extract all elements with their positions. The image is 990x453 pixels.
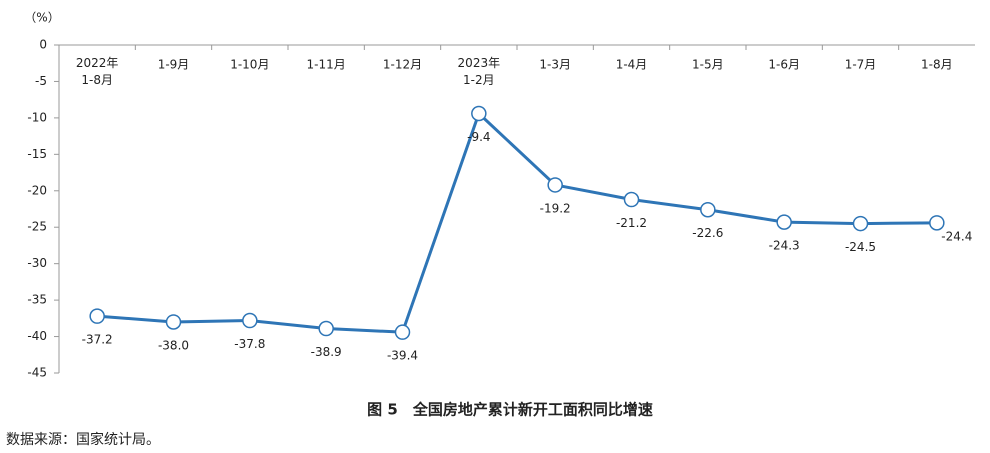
data-label: -24.4 xyxy=(941,229,972,243)
x-tick-label: 1-8月 xyxy=(921,58,953,72)
data-point xyxy=(165,314,182,330)
data-point xyxy=(700,201,716,218)
data-point xyxy=(394,324,411,340)
chart-title: 图 5 全国房地产累计新开工面积同比增速 xyxy=(367,401,653,419)
data-label: -38.9 xyxy=(311,345,342,359)
y-tick-label: -40 xyxy=(27,329,47,343)
data-label: -39.4 xyxy=(387,349,418,363)
data-point xyxy=(318,320,334,337)
x-tick-label: 1-3月 xyxy=(539,58,571,72)
data-point xyxy=(547,177,563,193)
y-tick-label: -15 xyxy=(27,147,47,161)
data-label: -22.6 xyxy=(692,226,723,240)
source-note: 数据来源：国家统计局。 xyxy=(6,431,160,448)
data-label: -37.2 xyxy=(82,333,113,347)
y-tick-label: -10 xyxy=(27,110,47,124)
x-tick-label: 1-4月 xyxy=(616,58,648,72)
data-label: -19.2 xyxy=(540,201,571,215)
x-tick-label: 2022年 1-8月 xyxy=(76,56,119,87)
data-point xyxy=(929,215,945,231)
data-label: -9.4 xyxy=(467,130,490,144)
y-tick-label: 0 xyxy=(39,38,47,52)
data-point xyxy=(471,105,487,122)
data-label: -37.8 xyxy=(234,337,265,351)
data-label: -24.3 xyxy=(769,239,800,253)
y-tick-label: -35 xyxy=(27,293,47,307)
data-label: -38.0 xyxy=(158,338,189,352)
x-tick-label: 1-12月 xyxy=(383,58,422,72)
y-tick-label: -25 xyxy=(27,220,47,234)
y-axis-label: （%） xyxy=(24,11,59,25)
x-tick-label: 1-11月 xyxy=(307,58,346,72)
x-tick-label: 1-5月 xyxy=(692,58,724,72)
data-point xyxy=(623,191,640,208)
data-point xyxy=(776,214,792,230)
x-tick-label: 1-9月 xyxy=(158,58,190,72)
data-point xyxy=(852,215,869,232)
data-line xyxy=(97,112,937,334)
data-point xyxy=(89,308,105,324)
x-tick-label: 1-6月 xyxy=(768,58,800,72)
data-label: -21.2 xyxy=(616,216,647,230)
x-tick-label: 1-10月 xyxy=(230,58,269,72)
data-point xyxy=(242,312,258,329)
y-tick-label: -45 xyxy=(27,366,47,380)
x-tick-label: 2023年 1-2月 xyxy=(458,56,501,87)
x-tick-label: 1-7月 xyxy=(845,58,877,72)
y-tick-label: -5 xyxy=(35,74,47,88)
y-tick-label: -30 xyxy=(27,256,47,270)
data-label: -24.5 xyxy=(845,240,876,254)
y-tick-label: -20 xyxy=(27,183,47,197)
